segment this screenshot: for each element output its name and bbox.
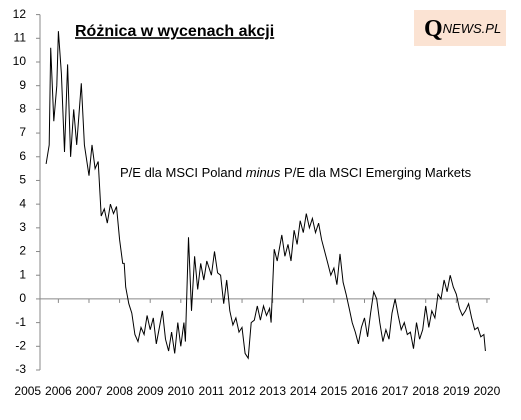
annotation-part: minus <box>246 165 281 180</box>
logo-q: Q <box>424 16 443 42</box>
x-tick-label: 2006 <box>45 384 72 398</box>
line-series <box>45 31 486 360</box>
x-tick-label: 2014 <box>290 384 317 398</box>
y-tick-label: -1 <box>15 315 26 329</box>
logo-box <box>414 10 506 46</box>
y-tick-label: 9 <box>19 78 26 92</box>
x-tick-label: 2015 <box>321 384 348 398</box>
y-tick-label: 7 <box>19 125 26 139</box>
x-tick-label: 2018 <box>412 384 439 398</box>
x-tick-label: 2016 <box>351 384 378 398</box>
chart-title: Różnica w wycenach akcji <box>75 23 274 40</box>
x-tick-label: 2013 <box>259 384 286 398</box>
x-tick-label: 2008 <box>106 384 133 398</box>
annotation: P/E dla MSCI Poland minus P/E dla MSCI E… <box>120 165 472 180</box>
y-tick-label: 11 <box>14 30 27 44</box>
logo-text: NEWS.PL <box>443 21 502 36</box>
y-tick-label: 5 <box>19 173 26 187</box>
y-tick-label: 2 <box>19 244 26 258</box>
x-tick-label: 2020 <box>474 384 501 398</box>
y-tick-label: 3 <box>19 220 26 234</box>
y-tick-label: -3 <box>15 362 26 376</box>
annotation-part: P/E dla MSCI Poland <box>120 165 246 180</box>
x-tick-label: 2011 <box>199 384 225 398</box>
y-tick-label: 8 <box>19 102 26 116</box>
y-tick-label: 6 <box>19 149 26 163</box>
y-tick-label: 0 <box>19 291 26 305</box>
y-tick-label: 10 <box>13 54 27 68</box>
annotation-part: P/E dla MSCI Emerging Markets <box>280 165 471 180</box>
x-tick-label: 2009 <box>137 384 164 398</box>
x-tick-label: 2010 <box>167 384 194 398</box>
x-tick-label: 2017 <box>382 384 409 398</box>
y-tick-label: 4 <box>19 196 26 210</box>
y-tick-label: -2 <box>15 338 26 352</box>
y-tick-label: 1 <box>19 267 26 281</box>
x-tick-label: 2007 <box>76 384 103 398</box>
y-tick-label: 12 <box>13 7 27 21</box>
x-tick-label: 2005 <box>14 384 41 398</box>
x-tick-label: 2012 <box>229 384 256 398</box>
logo: QNEWS.PL <box>424 16 501 42</box>
x-tick-label: 2019 <box>443 384 470 398</box>
